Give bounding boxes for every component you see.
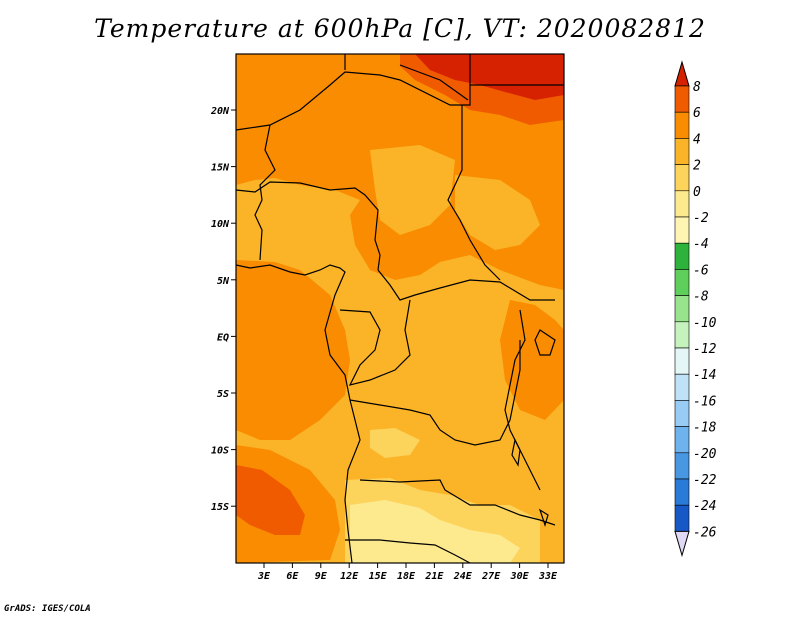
colorbar-label: -20 [693,447,717,462]
colorbar-segment [674,242,690,270]
lon-tick-label: 30E [510,571,530,582]
lon-tick-label: 18E [397,571,416,582]
field-band-2-4-sudan [455,175,540,250]
colorbar-label: 6 [693,106,701,121]
border-great-lakes [504,309,541,491]
lon-tick-label: 15E [369,571,388,582]
lat-tick-label: 5N [217,276,230,287]
colorbar-label: -6 [693,263,709,278]
colorbar-label: -18 [693,421,717,436]
colorbar-label: -2 [693,211,709,226]
colorbar-label: 4 [693,132,701,147]
temperature-field [236,54,564,563]
border-drc-angola [349,340,521,446]
colorbar-label: -10 [693,316,717,331]
colorbar-segment [674,321,690,349]
colorbar-label: -26 [693,525,717,540]
colorbar-segment [674,164,690,192]
country-borders [236,54,564,563]
colorbar-segment [674,504,690,532]
colorbar-segment [674,269,690,296]
colorbar-label: -8 [693,290,709,305]
lat-tick-label: 15N [211,163,230,174]
border-chad-sudan [447,105,501,281]
lon-tick-label: 24E [453,571,473,582]
lon-tick-label: 33E [538,571,558,582]
lon-tick-label: 3E [257,571,271,582]
colorbar-label: 2 [693,159,701,174]
border-west-inner [254,124,276,261]
grads-credit: GrADS: IGES/COLA [4,604,91,614]
lat-tick-label: 15S [211,502,229,513]
colorbar-label: 0 [693,185,701,200]
colorbar-label: -12 [693,342,717,357]
border-niger-nigeria-chad [236,181,381,271]
colorbar-segment [674,85,690,113]
lat-tick-label: 10S [211,446,229,457]
lat-tick-label: EQ [217,332,229,343]
longitude-axis: 3E 6E 9E 12E 15E 18E 21E 24E 27E 30E 33E [257,563,558,582]
lon-tick-label: 27E [481,571,501,582]
field-band-2-4-sahel [268,190,350,255]
lon-tick-label: 12E [340,571,359,582]
lat-tick-label: 10N [211,219,230,230]
colorbar-label: -22 [693,473,717,488]
colorbar-segment [674,111,690,139]
colorbar-segment [674,138,690,165]
colorbar-segment [674,373,690,401]
border-angola-zambia-namibia [359,479,556,526]
lat-tick-label: 5S [217,389,229,400]
border-lake-shapes [511,329,556,527]
colorbar-label: -24 [693,499,716,514]
field-band-4-6-west [236,260,350,440]
field-band-6-8-southwest [236,465,305,535]
lon-tick-label: 21E [424,571,444,582]
border-sahara-mali-niger [236,54,471,131]
border-cameroon-gabon-congo [339,299,411,386]
colorbar-segment [674,216,690,244]
border-southern [345,539,471,563]
colorbar: 8 6 4 2 0 -2 -4 -6 -8 -10 -12 -14 -16 -18 -20 -22 -24 -26 [674,60,717,558]
field-band-2-4-chad [370,145,455,235]
border-north-top [344,54,564,101]
field-band-0-2-angola [370,428,420,458]
colorbar-segment [674,452,690,480]
chart-title: Temperature at 600hPa [C], VT: 202008281… [94,14,706,43]
border-coastline-west [236,264,361,563]
colorbar-label: 8 [693,80,701,95]
colorbar-label: -16 [693,394,717,409]
colorbar-segment [674,190,690,218]
colorbar-bottom-arrow [674,530,690,558]
field-band-minus2-0 [350,500,520,563]
field-band-above-8 [415,54,564,100]
map-frame [235,53,565,564]
colorbar-segment [674,400,690,427]
border-car-drc [377,269,555,301]
colorbar-segment [674,478,690,506]
colorbar-segment [674,347,690,375]
colorbar-top-arrow [674,60,690,87]
lon-tick-label: 9E [315,571,328,582]
colorbar-segment [674,295,690,323]
colorbar-label: -4 [693,237,709,252]
colorbar-segment [674,426,690,454]
colorbar-label: -14 [693,368,716,383]
lon-tick-label: 6E [286,571,299,582]
latitude-axis: 20N 15N 10N 5N EQ 5S 10S 15S [210,106,236,513]
lat-tick-label: 20N [210,106,230,117]
